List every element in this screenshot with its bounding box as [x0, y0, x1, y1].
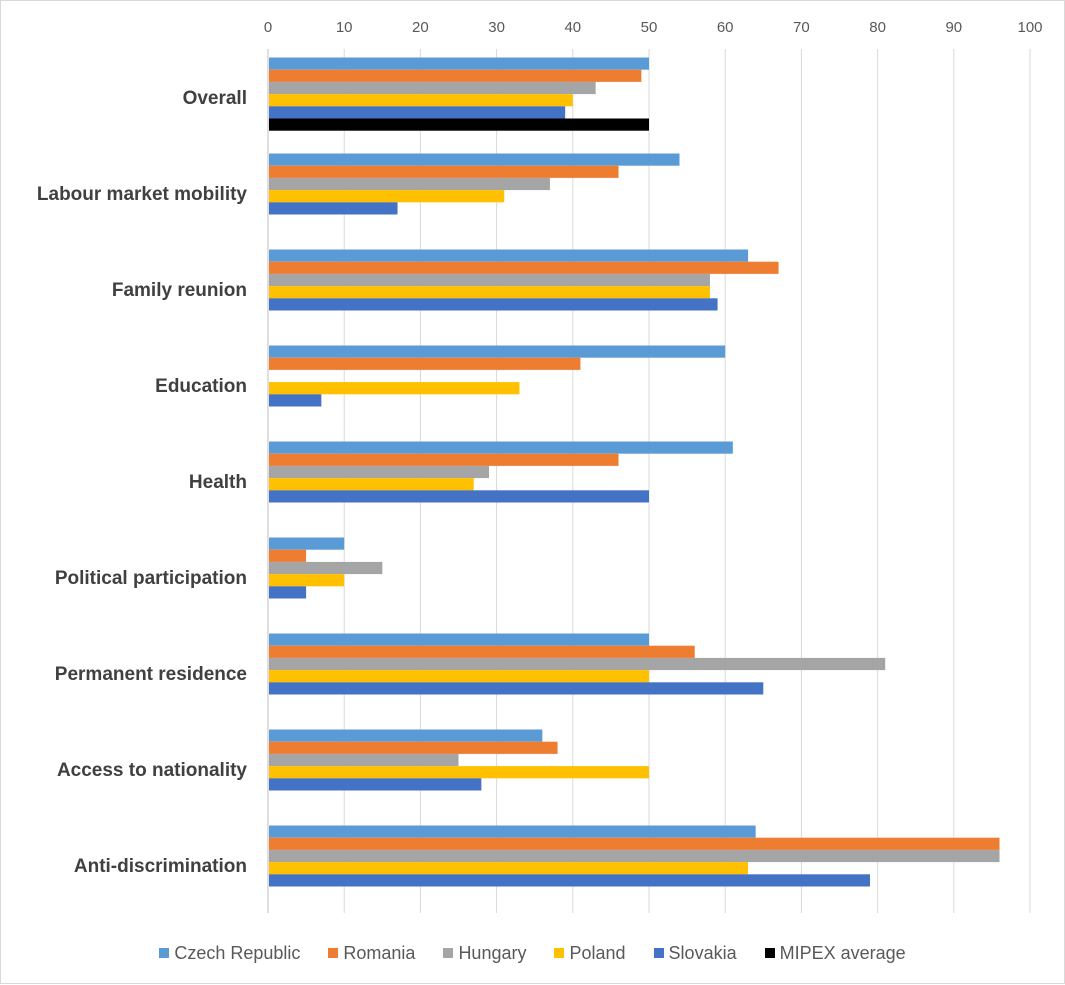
category-label: Permanent residence [55, 664, 247, 685]
x-tick-label: 30 [488, 19, 505, 36]
bar [269, 190, 505, 203]
bars [269, 57, 1000, 887]
x-tick-label: 90 [945, 19, 962, 36]
bar [269, 778, 482, 791]
legend-swatch [159, 948, 170, 958]
bar [269, 249, 749, 262]
bar [269, 69, 642, 82]
legend-item: Hungary [443, 943, 526, 964]
category-label: Family reunion [112, 280, 247, 301]
bar [269, 118, 649, 131]
legend-item: MIPEX average [764, 942, 906, 964]
bar [269, 453, 619, 466]
legend-swatch [554, 948, 565, 958]
legend-label: Czech Republic [174, 942, 301, 963]
legend-label: MIPEX average [779, 942, 906, 963]
x-tick-label: 60 [717, 19, 734, 36]
x-tick-label: 50 [641, 19, 658, 36]
bar [269, 298, 718, 311]
category-label: Education [155, 376, 247, 397]
bar [269, 874, 870, 887]
bar [269, 165, 619, 178]
legend-label: Hungary [458, 942, 527, 963]
category-labels: Overall Labour market mobility Family reun… [37, 88, 248, 877]
category-label: Health [189, 472, 247, 493]
bar [269, 382, 520, 395]
bar [269, 261, 779, 274]
legend-item: Romania [328, 943, 415, 964]
bar [269, 57, 649, 70]
legend-item: Slovakia [653, 942, 737, 964]
bar [269, 586, 307, 599]
bar [269, 202, 398, 215]
x-tick-label: 100 [1017, 19, 1042, 36]
legend-item: Poland [554, 942, 626, 964]
legend-swatch [764, 948, 775, 958]
bar [269, 394, 322, 407]
bar [269, 670, 649, 683]
x-tick-label: 80 [869, 19, 886, 36]
bar [269, 106, 566, 119]
bar [269, 849, 1000, 863]
bar [269, 837, 1000, 850]
bar [269, 657, 886, 671]
category-label: Political participation [55, 568, 247, 589]
bar [269, 537, 345, 550]
bar [269, 753, 459, 767]
bar [269, 286, 710, 299]
bar [269, 441, 733, 454]
bar [269, 682, 764, 695]
legend-label: Romania [343, 942, 416, 963]
legend-label: Poland [569, 942, 626, 963]
bar [269, 81, 596, 95]
bar [269, 345, 726, 358]
bar [269, 766, 649, 779]
legend-item: Czech Republic [159, 943, 300, 964]
legend-swatch [653, 948, 664, 958]
bar [269, 645, 695, 658]
bar [269, 549, 307, 562]
x-tick-label: 20 [412, 19, 429, 36]
bar [269, 862, 749, 875]
x-tick-label: 0 [264, 19, 272, 36]
bar [269, 465, 489, 479]
bar [269, 633, 649, 646]
x-axis-ticks: 0 10 20 30 40 50 60 70 80 90 100 [264, 19, 1043, 36]
bar [269, 153, 680, 166]
bar [269, 825, 756, 838]
category-label: Anti-discrimination [74, 856, 247, 877]
bar [269, 741, 558, 754]
category-label: Labour market mobility [37, 184, 248, 205]
bar [269, 729, 543, 742]
category-label: Access to nationality [57, 760, 247, 781]
x-tick-label: 40 [564, 19, 581, 36]
legend-swatch [328, 948, 339, 958]
category-label: Overall [183, 88, 247, 109]
legend-label: Slovakia [668, 942, 737, 963]
x-tick-label: 70 [793, 19, 810, 36]
bar [269, 94, 573, 107]
bar [269, 561, 383, 575]
bar [269, 574, 345, 587]
bar [269, 357, 581, 370]
bar [269, 177, 550, 191]
legend: Czech Republic Romania Hungary Poland Slovak… [0, 940, 1065, 966]
legend-swatch [443, 948, 454, 958]
x-tick-label: 10 [336, 19, 353, 36]
bar [269, 490, 649, 503]
bar [269, 478, 474, 491]
bar [269, 273, 710, 287]
